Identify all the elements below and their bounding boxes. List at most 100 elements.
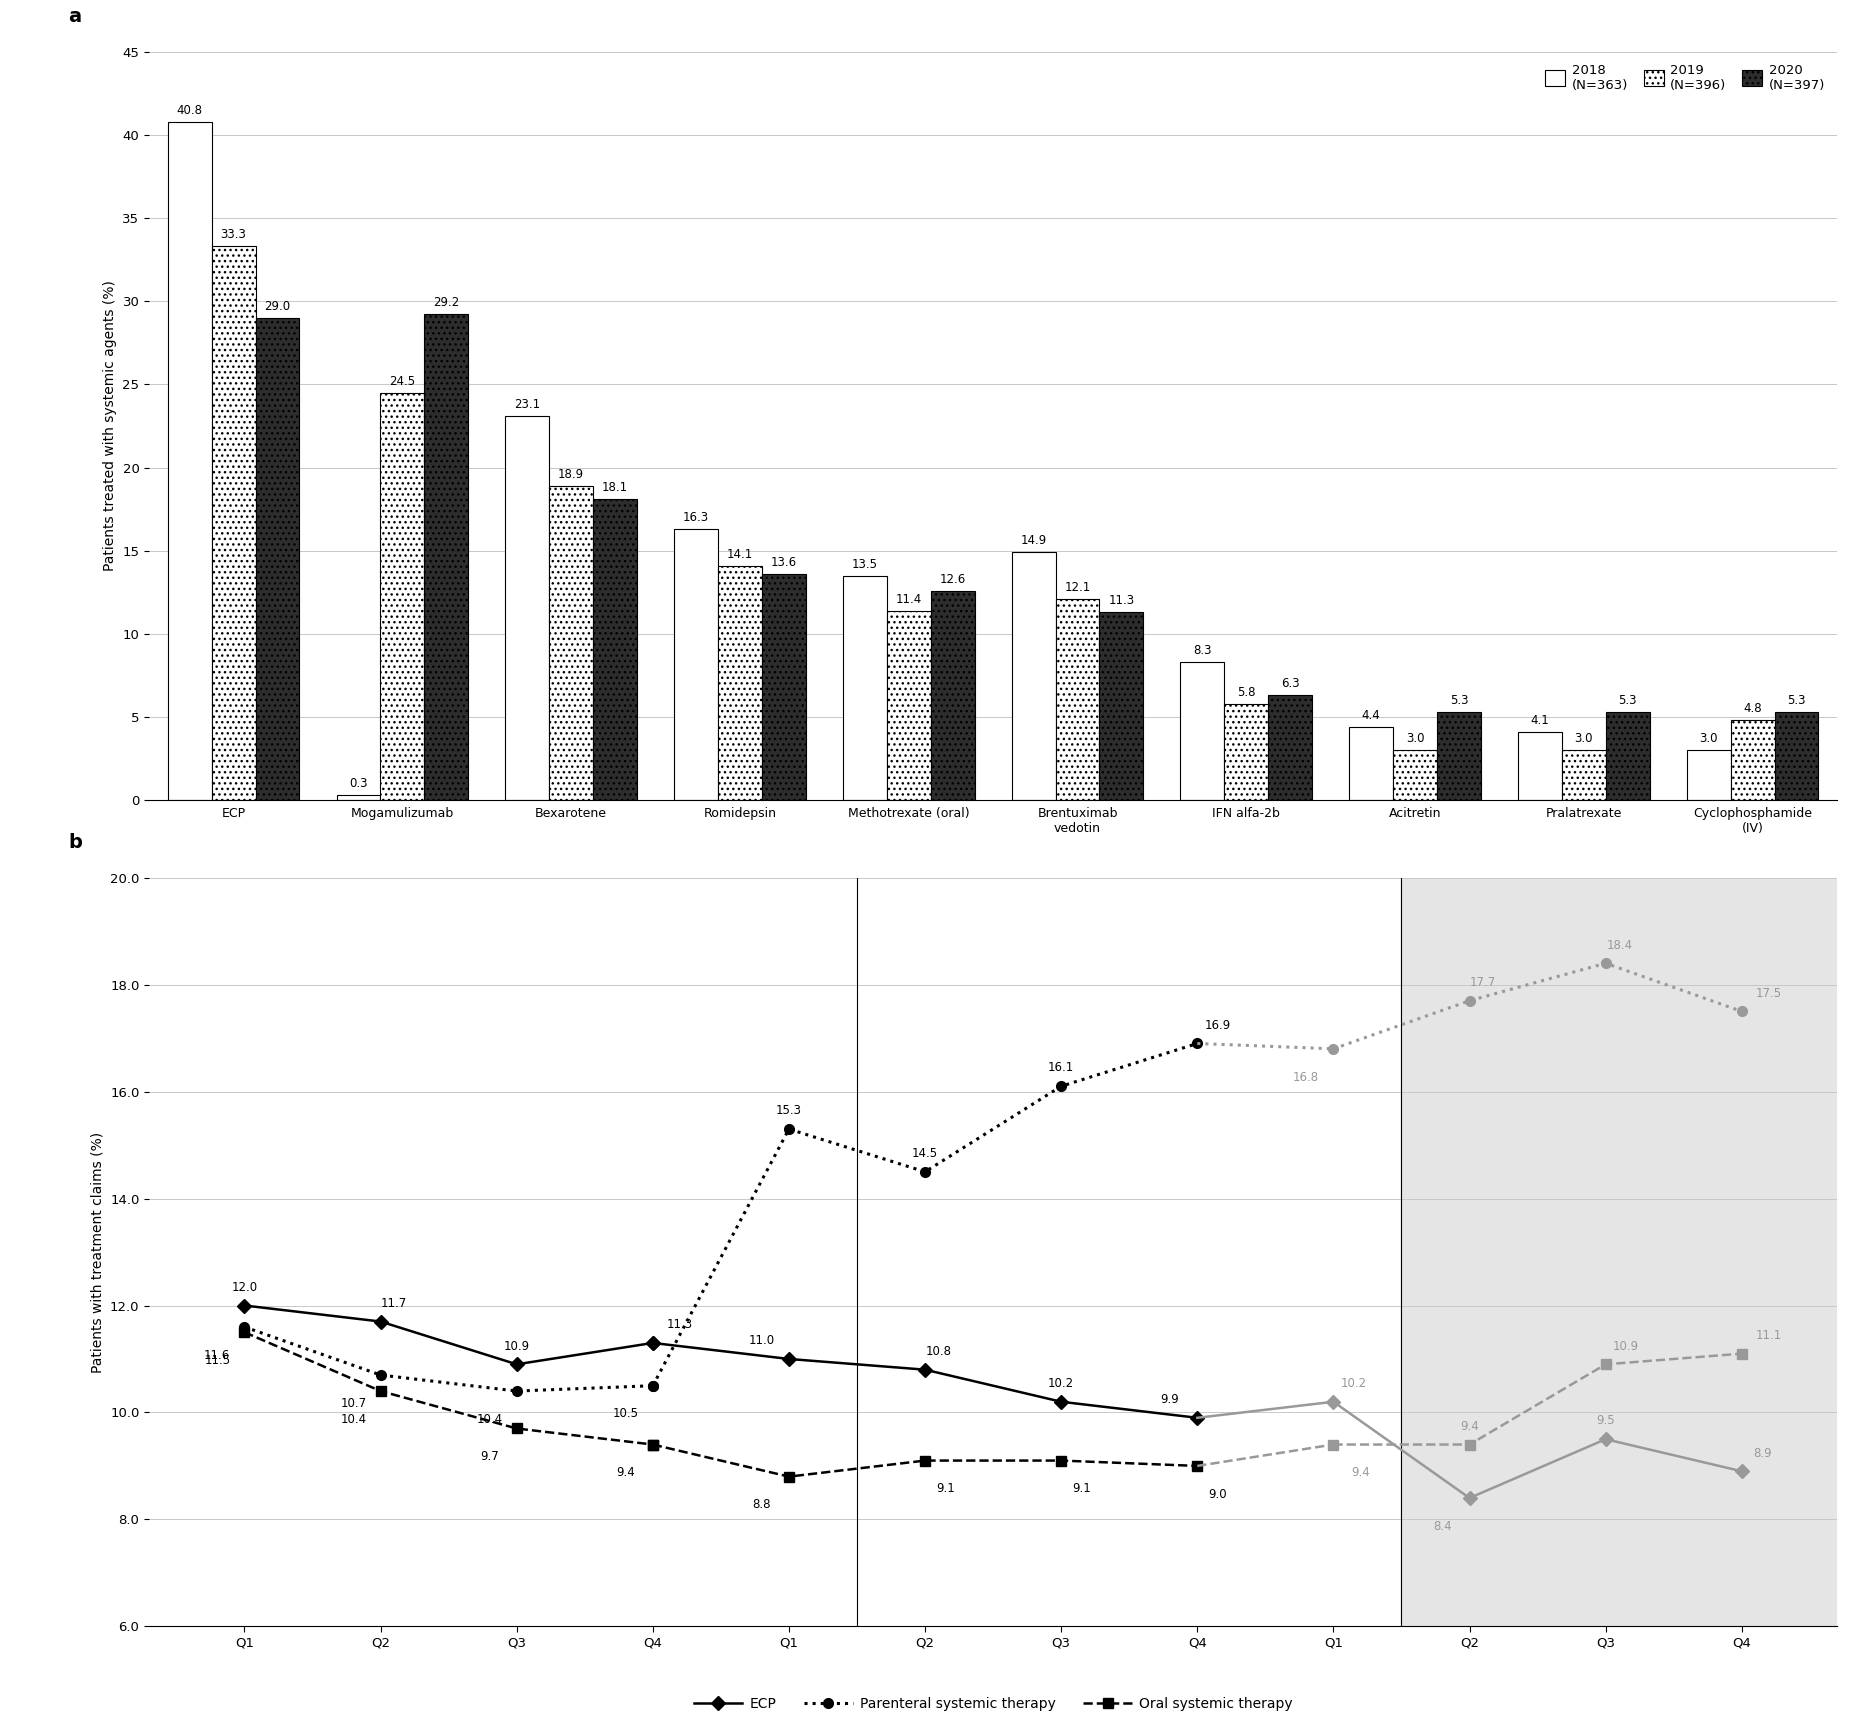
Text: 10.2: 10.2 xyxy=(1048,1377,1074,1391)
Text: 11.0: 11.0 xyxy=(747,1334,774,1348)
Text: 12.1: 12.1 xyxy=(1064,582,1090,594)
Text: 9.0: 9.0 xyxy=(1208,1487,1227,1501)
Bar xyxy=(593,499,637,800)
Text: 10.4: 10.4 xyxy=(339,1413,365,1425)
Bar xyxy=(1348,726,1392,800)
Text: a: a xyxy=(69,7,82,26)
Text: 9.1: 9.1 xyxy=(1072,1482,1090,1496)
Text: 4.1: 4.1 xyxy=(1530,714,1549,726)
Text: 18.9: 18.9 xyxy=(557,468,583,480)
Bar xyxy=(930,590,975,800)
Text: 4.4: 4.4 xyxy=(1361,709,1379,723)
Bar xyxy=(211,246,255,800)
Text: 12.6: 12.6 xyxy=(939,573,966,585)
Bar xyxy=(255,318,300,800)
Text: 14.1: 14.1 xyxy=(727,547,753,561)
Text: 23.1: 23.1 xyxy=(514,398,541,411)
Bar xyxy=(1223,704,1268,800)
Text: 9.9: 9.9 xyxy=(1159,1392,1178,1406)
Bar xyxy=(718,566,762,800)
Text: 3.0: 3.0 xyxy=(1405,733,1424,745)
Text: 11.3: 11.3 xyxy=(1107,594,1133,608)
Text: 5.8: 5.8 xyxy=(1236,685,1254,699)
Bar xyxy=(1560,750,1605,800)
Text: 12.0: 12.0 xyxy=(231,1280,257,1294)
Text: 8.9: 8.9 xyxy=(1752,1447,1771,1459)
Bar xyxy=(1685,750,1730,800)
Bar xyxy=(1517,731,1560,800)
Text: 11.1: 11.1 xyxy=(1754,1329,1782,1342)
Text: 40.8: 40.8 xyxy=(177,103,203,117)
Text: 10.5: 10.5 xyxy=(611,1408,637,1420)
Text: 17.5: 17.5 xyxy=(1756,986,1782,1000)
Bar xyxy=(1100,613,1143,800)
Bar xyxy=(1180,663,1223,800)
Text: 11.4: 11.4 xyxy=(895,592,921,606)
Text: 9.7: 9.7 xyxy=(479,1451,498,1463)
Y-axis label: Patients with treatment claims (%): Patients with treatment claims (%) xyxy=(89,1131,104,1373)
Text: 10.7: 10.7 xyxy=(339,1397,365,1409)
Y-axis label: Patients treated with systemic agents (%): Patients treated with systemic agents (%… xyxy=(103,281,117,571)
Bar xyxy=(548,485,593,800)
Text: 4.8: 4.8 xyxy=(1743,702,1761,716)
Bar xyxy=(1268,695,1312,800)
Bar xyxy=(843,575,885,800)
Text: 8.3: 8.3 xyxy=(1193,644,1212,657)
Text: 10.9: 10.9 xyxy=(1612,1339,1638,1353)
Bar xyxy=(425,315,468,800)
Bar xyxy=(1437,712,1480,800)
Text: 15.3: 15.3 xyxy=(775,1105,802,1117)
Bar xyxy=(1730,721,1775,800)
Text: 14.5: 14.5 xyxy=(911,1148,938,1160)
Text: b: b xyxy=(69,833,82,852)
Text: 10.2: 10.2 xyxy=(1340,1377,1366,1391)
Legend: ECP, Parenteral systemic therapy, Oral systemic therapy: ECP, Parenteral systemic therapy, Oral s… xyxy=(688,1692,1297,1718)
Text: 3.0: 3.0 xyxy=(1698,733,1717,745)
Bar xyxy=(1055,599,1100,800)
Text: 11.7: 11.7 xyxy=(380,1298,406,1310)
Bar xyxy=(1775,712,1817,800)
Text: 9.4: 9.4 xyxy=(1460,1420,1478,1434)
Text: 16.8: 16.8 xyxy=(1292,1070,1318,1084)
Text: 8.8: 8.8 xyxy=(751,1499,770,1511)
Text: 16.9: 16.9 xyxy=(1204,1019,1230,1031)
Text: 29.0: 29.0 xyxy=(265,299,291,313)
Bar xyxy=(1605,712,1650,800)
Text: 18.1: 18.1 xyxy=(602,482,628,494)
Text: 29.2: 29.2 xyxy=(432,296,459,310)
Text: 10.4: 10.4 xyxy=(475,1413,501,1425)
Text: 13.6: 13.6 xyxy=(770,556,796,570)
Bar xyxy=(1400,878,1836,1626)
Text: 18.4: 18.4 xyxy=(1605,938,1631,952)
Text: 11.3: 11.3 xyxy=(667,1318,693,1330)
Text: 6.3: 6.3 xyxy=(1281,678,1299,690)
Legend: 2018
(N=363), 2019
(N=396), 2020
(N=397): 2018 (N=363), 2019 (N=396), 2020 (N=397) xyxy=(1540,59,1829,96)
Text: 16.1: 16.1 xyxy=(1048,1062,1074,1074)
Text: 8.4: 8.4 xyxy=(1432,1520,1450,1533)
Text: 17.7: 17.7 xyxy=(1469,976,1495,990)
Bar xyxy=(762,575,805,800)
Text: 14.9: 14.9 xyxy=(1020,535,1046,547)
Text: 9.4: 9.4 xyxy=(1351,1466,1370,1480)
Bar xyxy=(505,416,548,800)
Text: 13.5: 13.5 xyxy=(852,558,878,571)
Text: 33.3: 33.3 xyxy=(220,229,246,241)
Text: 16.3: 16.3 xyxy=(682,511,708,525)
Bar xyxy=(1010,552,1055,800)
Text: 9.4: 9.4 xyxy=(615,1466,634,1480)
Text: 9.5: 9.5 xyxy=(1596,1415,1614,1427)
Text: 24.5: 24.5 xyxy=(390,375,416,387)
Text: 5.3: 5.3 xyxy=(1618,694,1637,707)
Bar xyxy=(380,392,425,800)
Text: 11.6: 11.6 xyxy=(203,1349,231,1361)
Bar xyxy=(1392,750,1437,800)
Text: 0.3: 0.3 xyxy=(349,778,367,790)
Text: 9.1: 9.1 xyxy=(936,1482,954,1496)
Bar xyxy=(673,528,718,800)
Text: 3.0: 3.0 xyxy=(1573,733,1592,745)
Bar xyxy=(336,795,380,800)
Text: 5.3: 5.3 xyxy=(1448,694,1467,707)
Text: 11.5: 11.5 xyxy=(203,1354,229,1366)
Text: 5.3: 5.3 xyxy=(1786,694,1804,707)
Bar xyxy=(168,122,211,800)
